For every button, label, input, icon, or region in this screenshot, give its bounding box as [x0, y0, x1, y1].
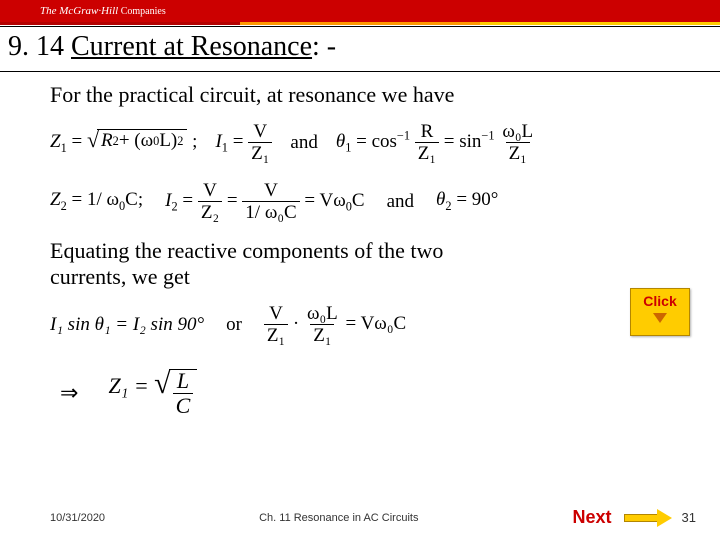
title-suffix: : - [312, 31, 336, 62]
next-arrow-icon[interactable] [624, 510, 672, 526]
equation-row-4: ⇒ Z₁ = √ LC [60, 369, 197, 417]
body-text-2a: Equating the reactive components of the … [50, 238, 690, 264]
equation-row-3: I₁ sin θ₁ = I₂ sin 90° or VZ₁ · ω₀LZ₁ = … [50, 304, 690, 345]
down-arrow-icon [653, 313, 667, 323]
slide-footer: 10/31/2020 Ch. 11 Resonance in AC Circui… [0, 507, 720, 528]
eq-z1: Z1 = √ R2 + (ω0L)2 ; [50, 129, 197, 156]
and-text: and [290, 132, 317, 154]
eq-i2: I2 = VZ₂ = V1/ ω₀C = Vω0C [165, 181, 364, 222]
strip-segment [0, 22, 240, 25]
footer-chapter: Ch. 11 Resonance in AC Circuits [105, 512, 572, 524]
eq-rhs: VZ₁ · ω₀LZ₁ = Vω₀C [264, 304, 406, 345]
eq-theta1: θ1 = cos−1 RZ₁ = sin−1 ω₀LZ₁ [336, 122, 536, 163]
brand-suffix: Companies [118, 6, 166, 17]
color-strip [0, 22, 720, 25]
publisher-header: The McGraw·Hill Companies [0, 0, 720, 22]
implies-symbol: ⇒ [60, 380, 78, 406]
click-button[interactable]: Click [630, 288, 690, 336]
eq-theta2: θ2 = 90° [436, 189, 498, 214]
slide-content: For the practical circuit, at resonance … [0, 72, 720, 417]
slide-title: 9. 14 Current at Resonance: - [0, 26, 720, 72]
body-text-2b: currents, we get [50, 264, 690, 290]
equation-row-2: Z2 = 1/ ω0C; I2 = VZ₂ = V1/ ω₀C = Vω0C a… [50, 181, 690, 222]
footer-date: 10/31/2020 [50, 512, 105, 524]
and-text: and [387, 191, 414, 213]
page-number: 31 [682, 510, 696, 525]
strip-segment [480, 22, 720, 25]
section-number: 9. 14 [8, 31, 71, 62]
eq-z2: Z2 = 1/ ω0C; [50, 189, 143, 214]
next-button[interactable]: Next [573, 507, 612, 528]
eq-z1-final: Z₁ = √ LC [108, 369, 197, 417]
equation-row-1: Z1 = √ R2 + (ω0L)2 ; I1 = VZ₁ and θ1 = c… [50, 122, 690, 163]
publisher-logo: The McGraw·Hill Companies [40, 5, 166, 17]
eq-i1: I1 = VZ₁ [215, 122, 272, 163]
intro-text: For the practical circuit, at resonance … [50, 82, 690, 108]
or-text: or [226, 314, 242, 336]
eq-lhs: I₁ sin θ₁ = I₂ sin 90° [50, 314, 204, 336]
brand-name: The McGraw·Hill [40, 5, 118, 17]
click-label: Click [643, 293, 676, 309]
title-text: Current at Resonance [71, 31, 312, 62]
strip-segment [240, 22, 480, 25]
